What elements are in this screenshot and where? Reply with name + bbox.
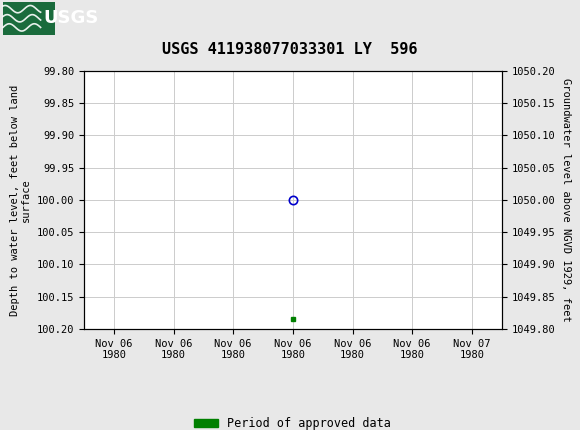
Y-axis label: Groundwater level above NGVD 1929, feet: Groundwater level above NGVD 1929, feet — [561, 78, 571, 322]
FancyBboxPatch shape — [3, 2, 55, 35]
Legend: Period of approved data: Period of approved data — [190, 412, 396, 430]
Text: USGS: USGS — [44, 9, 99, 27]
Text: USGS 411938077033301 LY  596: USGS 411938077033301 LY 596 — [162, 42, 418, 57]
Y-axis label: Depth to water level, feet below land
surface: Depth to water level, feet below land su… — [10, 84, 31, 316]
